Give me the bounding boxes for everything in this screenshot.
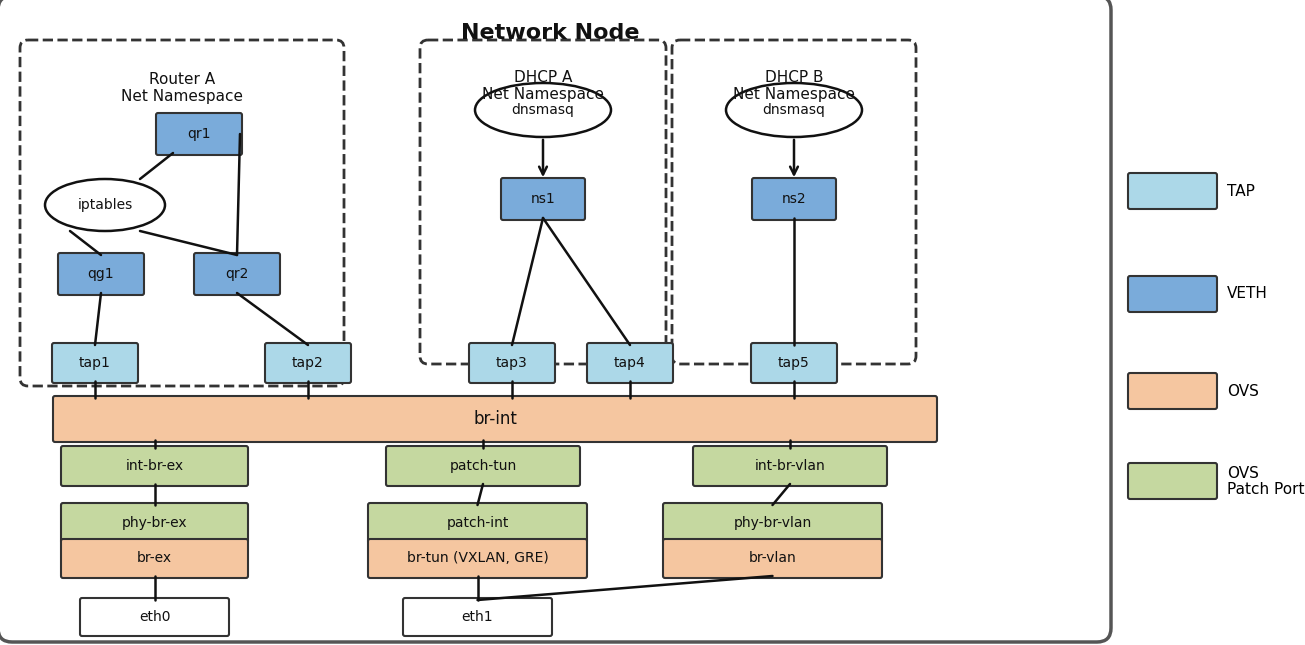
Text: patch-tun: patch-tun xyxy=(449,459,517,473)
Text: qg1: qg1 xyxy=(87,267,115,281)
Text: dnsmasq: dnsmasq xyxy=(512,103,574,117)
Text: qr2: qr2 xyxy=(226,267,249,281)
FancyBboxPatch shape xyxy=(80,598,228,636)
Text: tap3: tap3 xyxy=(496,356,529,370)
FancyBboxPatch shape xyxy=(54,396,937,442)
Text: patch-int: patch-int xyxy=(446,516,509,530)
FancyBboxPatch shape xyxy=(368,503,587,543)
FancyBboxPatch shape xyxy=(468,343,555,383)
FancyBboxPatch shape xyxy=(1128,173,1218,209)
Text: ns2: ns2 xyxy=(782,192,806,206)
FancyBboxPatch shape xyxy=(693,446,887,486)
FancyBboxPatch shape xyxy=(368,539,587,578)
Text: tap5: tap5 xyxy=(778,356,810,370)
Text: br-vlan: br-vlan xyxy=(749,551,796,566)
Text: ns1: ns1 xyxy=(531,192,556,206)
Text: Router A
Net Namespace: Router A Net Namespace xyxy=(121,72,243,104)
Text: Patch Port: Patch Port xyxy=(1227,482,1305,497)
Text: TAP: TAP xyxy=(1227,183,1255,199)
FancyBboxPatch shape xyxy=(157,113,241,155)
Text: DHCP B
Net Namespace: DHCP B Net Namespace xyxy=(733,70,855,102)
Text: eth1: eth1 xyxy=(462,610,493,624)
FancyBboxPatch shape xyxy=(0,0,1111,642)
Text: OVS: OVS xyxy=(1227,384,1259,399)
FancyBboxPatch shape xyxy=(265,343,351,383)
Ellipse shape xyxy=(44,179,164,231)
Text: br-int: br-int xyxy=(472,410,517,428)
Text: tap4: tap4 xyxy=(615,356,646,370)
FancyBboxPatch shape xyxy=(61,503,248,543)
Text: int-br-vlan: int-br-vlan xyxy=(754,459,825,473)
FancyBboxPatch shape xyxy=(403,598,552,636)
Text: br-tun (VXLAN, GRE): br-tun (VXLAN, GRE) xyxy=(407,551,548,566)
FancyBboxPatch shape xyxy=(663,503,882,543)
FancyBboxPatch shape xyxy=(1128,463,1218,499)
Text: DHCP A
Net Namespace: DHCP A Net Namespace xyxy=(482,70,604,102)
Ellipse shape xyxy=(726,83,863,137)
Text: iptables: iptables xyxy=(77,198,133,212)
FancyBboxPatch shape xyxy=(386,446,579,486)
Text: tap1: tap1 xyxy=(80,356,111,370)
FancyBboxPatch shape xyxy=(1128,373,1218,409)
Text: phy-br-ex: phy-br-ex xyxy=(121,516,188,530)
Text: eth0: eth0 xyxy=(138,610,170,624)
Ellipse shape xyxy=(475,83,611,137)
Text: VETH: VETH xyxy=(1227,286,1268,301)
Text: qr1: qr1 xyxy=(187,127,210,141)
Text: OVS: OVS xyxy=(1227,466,1259,482)
FancyBboxPatch shape xyxy=(194,253,281,295)
FancyBboxPatch shape xyxy=(61,539,248,578)
Text: Network Node: Network Node xyxy=(461,23,639,43)
FancyBboxPatch shape xyxy=(57,253,144,295)
Text: dnsmasq: dnsmasq xyxy=(762,103,826,117)
FancyBboxPatch shape xyxy=(587,343,673,383)
Text: int-br-ex: int-br-ex xyxy=(125,459,184,473)
FancyBboxPatch shape xyxy=(61,446,248,486)
Text: br-ex: br-ex xyxy=(137,551,172,566)
FancyBboxPatch shape xyxy=(1128,276,1218,312)
FancyBboxPatch shape xyxy=(752,178,837,220)
FancyBboxPatch shape xyxy=(663,539,882,578)
FancyBboxPatch shape xyxy=(501,178,585,220)
FancyBboxPatch shape xyxy=(52,343,138,383)
Text: phy-br-vlan: phy-br-vlan xyxy=(733,516,812,530)
FancyBboxPatch shape xyxy=(750,343,837,383)
Text: tap2: tap2 xyxy=(292,356,324,370)
